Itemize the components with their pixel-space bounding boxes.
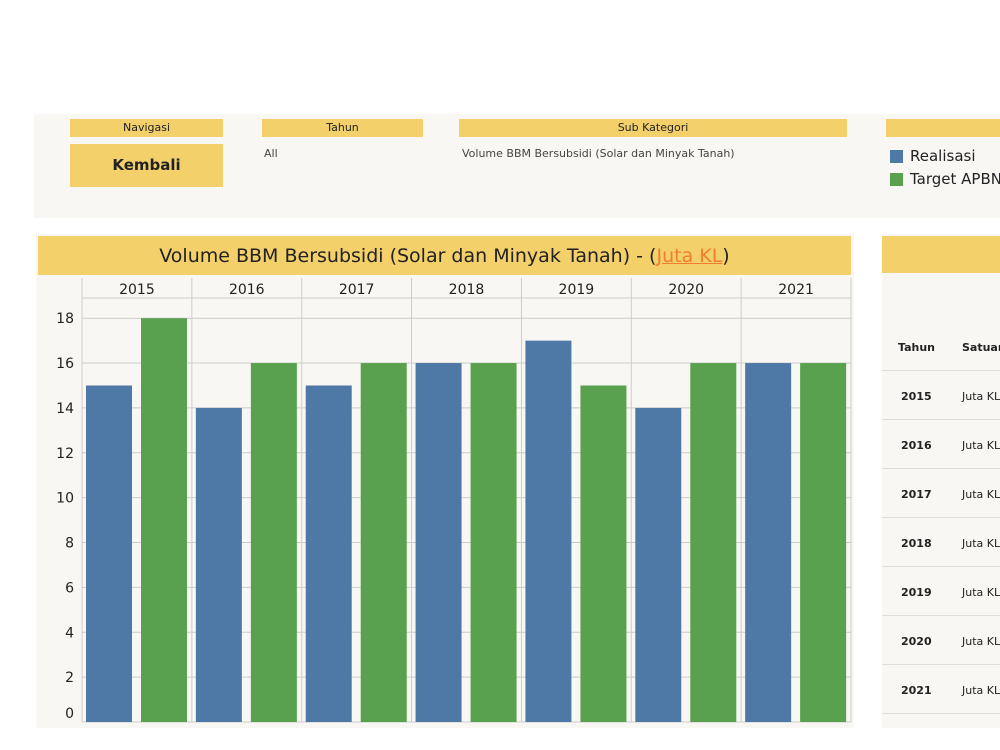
table-row: 2018 Juta KL [882, 518, 1000, 567]
bar-realisasi-2017[interactable] [305, 385, 352, 722]
y-tick-label: 4 [65, 625, 74, 641]
bar-realisasi-2020[interactable] [635, 407, 682, 722]
table-row: 2019 Juta KL [882, 567, 1000, 616]
y-tick-label: 0 [65, 706, 74, 722]
sub-kategori-header: Sub Kategori [459, 119, 847, 137]
table-row: 2016 Juta KL [882, 420, 1000, 469]
navigasi-header: Navigasi [70, 119, 223, 137]
col-header-tahun: Tahun [898, 341, 936, 354]
cell-satuan: Juta KL [962, 586, 1000, 599]
cell-tahun: 2020 [901, 635, 932, 648]
table-header-row: Tahun Satuan [882, 322, 1000, 371]
cell-satuan: Juta KL [962, 635, 1000, 648]
y-tick-label: 2 [65, 670, 74, 686]
legend-swatch [890, 149, 903, 163]
cell-satuan: Juta KL [962, 488, 1000, 501]
table-row: 2021 Juta KL [882, 665, 1000, 714]
bar-realisasi-2019[interactable] [525, 340, 572, 722]
legend-label: Realisasi [910, 147, 976, 165]
bar-target-apbn-2020[interactable] [690, 363, 737, 722]
bar-target-apbn-2018[interactable] [470, 363, 517, 722]
cell-tahun: 2018 [901, 537, 932, 550]
table-panel [882, 234, 1000, 728]
legend-label: Target APBN [910, 170, 1000, 188]
cell-tahun: 2017 [901, 488, 932, 501]
chart-title-text: Volume BBM Bersubsidi (Solar dan Minyak … [159, 245, 657, 267]
y-tick-label: 18 [56, 311, 74, 327]
kembali-button[interactable]: Kembali [70, 144, 223, 187]
bar-realisasi-2018[interactable] [415, 363, 462, 722]
tahun-filter[interactable]: All [264, 147, 278, 160]
cell-satuan: Juta KL [962, 537, 1000, 550]
bar-target-apbn-2019[interactable] [580, 385, 627, 722]
tahun-header: Tahun [262, 119, 423, 137]
cell-satuan: Juta KL [962, 684, 1000, 697]
table-title-band [882, 236, 1000, 273]
col-header-satuan: Satuan [962, 341, 1000, 354]
y-tick-label: 10 [56, 491, 74, 507]
bar-target-apbn-2017[interactable] [360, 363, 407, 722]
table-row: 2017 Juta KL [882, 469, 1000, 518]
legend-item-target: Target APBN [890, 170, 1000, 188]
x-tick-label: 2016 [229, 282, 265, 298]
chart-title: Volume BBM Bersubsidi (Solar dan Minyak … [38, 236, 851, 275]
y-tick-label: 12 [56, 446, 74, 462]
cell-tahun: 2015 [901, 390, 932, 403]
x-tick-label: 2017 [339, 282, 375, 298]
cell-tahun: 2021 [901, 684, 932, 697]
y-tick-label: 14 [56, 401, 74, 417]
bar-realisasi-2021[interactable] [745, 363, 792, 722]
legend-swatch [890, 172, 903, 186]
sub-kategori-filter[interactable]: Volume BBM Bersubsidi (Solar dan Minyak … [462, 147, 735, 160]
table-row: 2015 Juta KL [882, 371, 1000, 420]
cell-satuan: Juta KL [962, 439, 1000, 452]
x-tick-label: 2018 [449, 282, 485, 298]
y-tick-label: 8 [65, 536, 74, 552]
chart-title-end: ) [722, 245, 730, 267]
bar-realisasi-2016[interactable] [195, 407, 242, 722]
cell-tahun: 2019 [901, 586, 932, 599]
x-tick-label: 2021 [778, 282, 814, 298]
bar-target-apbn-2015[interactable] [141, 318, 187, 722]
unit-link[interactable]: Juta KL [656, 245, 723, 267]
cell-satuan: Juta KL [962, 390, 1000, 403]
bar-target-apbn-2016[interactable] [250, 363, 297, 722]
x-tick-label: 2019 [559, 282, 595, 298]
table-row: 2020 Juta KL [882, 616, 1000, 665]
legend-item-realisasi: Realisasi [890, 147, 976, 165]
y-tick-label: 6 [65, 580, 74, 596]
y-tick-label: 16 [56, 356, 74, 372]
bar-realisasi-2015[interactable] [86, 385, 132, 722]
bar-target-apbn-2021[interactable] [800, 363, 847, 722]
cell-tahun: 2016 [901, 439, 932, 452]
x-tick-label: 2020 [668, 282, 704, 298]
x-tick-label: 2015 [119, 282, 155, 298]
legend-header [886, 119, 1000, 137]
